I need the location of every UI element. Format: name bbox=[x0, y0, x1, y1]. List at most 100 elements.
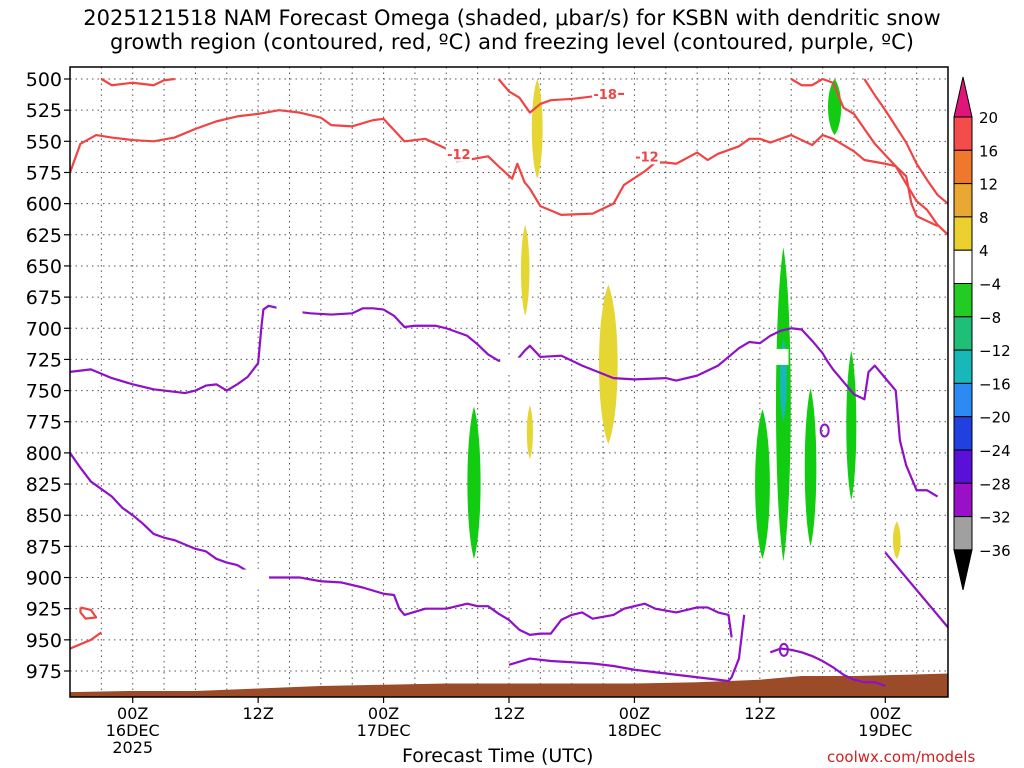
contour-label-bg bbox=[514, 596, 541, 613]
plot-area: -12 -12 -18 bbox=[70, 67, 948, 697]
omega-region bbox=[526, 405, 533, 460]
contour-label-bg bbox=[762, 348, 789, 365]
x-tick-label: 00Z bbox=[619, 704, 650, 723]
x-tick-label: 00Z bbox=[368, 704, 399, 723]
colorbar-label: 12 bbox=[979, 176, 998, 194]
colorbar-swatch bbox=[953, 149, 973, 185]
x-tick-label: 12Z bbox=[242, 704, 273, 723]
y-tick-label: 825 bbox=[26, 474, 62, 496]
contour-label-bg bbox=[633, 148, 660, 165]
colorbar-swatch bbox=[953, 349, 973, 384]
omega-region bbox=[846, 350, 857, 501]
colorbar-top-arrow bbox=[953, 76, 973, 118]
site-credit: coolwx.com/models bbox=[827, 748, 976, 766]
freezing-level-contour bbox=[769, 647, 886, 687]
colorbar-label: 4 bbox=[979, 242, 989, 260]
x-tick-label: 00Z bbox=[870, 704, 901, 723]
contour-label-bg bbox=[592, 85, 619, 102]
chart-title-line-1: 2025121518 NAM Forecast Omega (shaded, μ… bbox=[83, 6, 941, 30]
x-tick-label: 12Z bbox=[744, 704, 775, 723]
colorbar-swatch bbox=[953, 183, 973, 218]
x-axis-label: Forecast Time (UTC) bbox=[402, 745, 594, 767]
contour-label-bg bbox=[500, 357, 527, 374]
dgz-contour bbox=[863, 78, 948, 207]
y-tick-label: 800 bbox=[26, 443, 62, 465]
omega-region bbox=[520, 224, 530, 316]
x-tick-year-label: 2025 bbox=[112, 738, 153, 757]
freezing-level-blob bbox=[778, 642, 789, 657]
colorbar-swatch bbox=[953, 449, 973, 484]
y-tick-label: 550 bbox=[26, 131, 62, 153]
y-tick-label: 975 bbox=[26, 661, 62, 683]
colorbar-bottom-arrow bbox=[953, 549, 973, 591]
freezing-level-contour bbox=[884, 551, 948, 630]
colorbar-label: −28 bbox=[979, 475, 1011, 493]
y-tick-label: 925 bbox=[26, 599, 62, 621]
y-tick-label: 675 bbox=[26, 287, 62, 309]
colorbar-swatch bbox=[953, 416, 973, 451]
dgz-contour bbox=[70, 109, 939, 228]
omega-region bbox=[598, 284, 618, 445]
y-tick-label: 950 bbox=[26, 630, 62, 652]
contour-label: -12 bbox=[635, 150, 659, 165]
colorbar-label: −32 bbox=[979, 509, 1011, 527]
y-tick-label: 500 bbox=[26, 69, 62, 91]
y-tick-label: 850 bbox=[26, 505, 62, 527]
colorbar-swatch bbox=[953, 516, 973, 551]
colorbar-swatch bbox=[953, 382, 973, 418]
chart-title-line-2: growth region (contoured, red, ºC) and f… bbox=[110, 30, 914, 54]
chart-title: 2025121518 NAM Forecast Omega (shaded, μ… bbox=[0, 6, 1024, 54]
freezing-level-blob bbox=[819, 423, 830, 438]
dgz-contour bbox=[79, 606, 98, 620]
y-tick-label: 775 bbox=[26, 412, 62, 434]
freezing-level-contour bbox=[70, 452, 733, 638]
colorbar-label: −16 bbox=[979, 375, 1011, 393]
y-tick-label: 625 bbox=[26, 225, 62, 247]
x-tick-label: 12Z bbox=[493, 704, 524, 723]
omega-region bbox=[755, 409, 770, 559]
dgz-contour bbox=[790, 77, 948, 236]
colorbar-swatch bbox=[953, 283, 973, 318]
contour-label-bg bbox=[276, 302, 303, 319]
y-tick-label: 900 bbox=[26, 568, 62, 590]
y-tick-label: 650 bbox=[26, 256, 62, 278]
x-tick-date-label: 18DEC bbox=[607, 721, 661, 740]
omega-region bbox=[892, 521, 901, 559]
y-tick-label: 875 bbox=[26, 536, 62, 558]
terrain-fill bbox=[70, 673, 948, 697]
y-tick-label: 525 bbox=[26, 100, 62, 122]
contour-label: -12 bbox=[447, 148, 471, 163]
colorbar-label: −8 bbox=[979, 309, 1001, 327]
omega-region bbox=[804, 388, 817, 547]
y-tick-label: 725 bbox=[26, 349, 62, 371]
colorbar-label: −24 bbox=[979, 442, 1011, 460]
colorbar-swatch bbox=[953, 482, 973, 518]
x-tick-date-label: 19DEC bbox=[858, 721, 912, 740]
omega-region bbox=[467, 406, 481, 559]
colorbar-swatch bbox=[953, 116, 973, 151]
freezing-level-contour bbox=[508, 614, 746, 683]
colorbar-label: −20 bbox=[979, 409, 1011, 427]
y-tick-label: 600 bbox=[26, 194, 62, 216]
x-tick-date-label: 17DEC bbox=[357, 721, 411, 740]
colorbar-swatch bbox=[953, 216, 973, 251]
colorbar-label: 20 bbox=[979, 109, 998, 127]
x-tick-label: 00Z bbox=[117, 704, 148, 723]
colorbar-label: −4 bbox=[979, 276, 1001, 294]
y-tick-label: 700 bbox=[26, 318, 62, 340]
colorbar-label: 8 bbox=[979, 209, 989, 227]
colorbar-label: −36 bbox=[979, 542, 1011, 560]
contour-label-bg bbox=[243, 569, 270, 586]
y-tick-label: 575 bbox=[26, 162, 62, 184]
contour-label-bg bbox=[445, 145, 472, 162]
colorbar-swatch bbox=[953, 316, 973, 351]
y-tick-label: 750 bbox=[26, 381, 62, 403]
omega-region bbox=[531, 79, 543, 179]
contour-label: -18 bbox=[593, 88, 617, 103]
colorbar-label: −12 bbox=[979, 342, 1011, 360]
colorbar-label: 16 bbox=[979, 142, 998, 160]
dgz-contour bbox=[100, 77, 175, 87]
x-tick-date-label: 16DEC bbox=[106, 721, 160, 740]
dgz-contour bbox=[70, 631, 102, 650]
